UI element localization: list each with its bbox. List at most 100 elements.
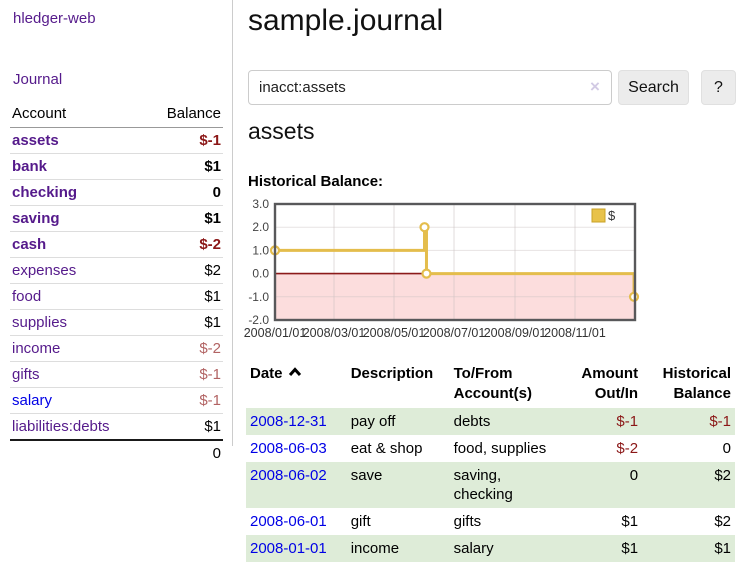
accounts-header-balance: Balance: [145, 102, 223, 128]
register-accounts-cell: salary: [453, 540, 494, 557]
svg-text:0.0: 0.0: [252, 267, 269, 281]
register-date-cell: 2008-06-01: [246, 508, 347, 535]
register-table: Date Description To/From Account(s) Amoun…: [246, 362, 735, 562]
register-description-cell: save: [350, 467, 383, 484]
account-link[interactable]: gifts: [12, 366, 40, 383]
chevron-up-icon: [288, 367, 301, 377]
account-balance: $-1: [145, 127, 223, 154]
register-header-row: Date Description To/From Account(s) Amoun…: [246, 362, 735, 408]
register-row[interactable]: 2008-01-01 income salary $1 $1: [246, 535, 735, 562]
account-balance: $2: [145, 257, 223, 284]
account-row: supplies $1: [10, 309, 223, 336]
account-balance: $-2: [145, 231, 223, 258]
sidebar-item-journal[interactable]: Journal: [13, 71, 63, 88]
register-description-cell: income: [350, 540, 400, 557]
svg-text:3.0: 3.0: [252, 197, 269, 211]
transaction-date-link[interactable]: 2008-06-03: [250, 440, 327, 457]
search-button[interactable]: Search: [618, 70, 689, 105]
register-description-cell: eat & shop: [350, 440, 423, 457]
account-row: saving $1: [10, 205, 223, 232]
account-balance: $-1: [145, 387, 223, 414]
account-link[interactable]: supplies: [12, 314, 68, 331]
account-row: gifts $-1: [10, 361, 223, 388]
svg-text:1.0: 1.0: [252, 243, 269, 257]
register-description-cell: pay off: [350, 413, 396, 430]
account-balance: $-1: [145, 361, 223, 388]
register-amount-cell: $1: [621, 513, 639, 530]
app-brand-link[interactable]: hledger-web: [13, 10, 96, 27]
transaction-date-link[interactable]: 2008-06-01: [250, 513, 327, 530]
account-link[interactable]: saving: [12, 210, 60, 227]
accounts-header-account: Account: [10, 102, 146, 128]
account-heading: assets: [248, 118, 315, 144]
register-amount-cell: $1: [621, 540, 639, 557]
clear-search-icon[interactable]: ×: [590, 77, 600, 96]
account-row: checking 0: [10, 179, 223, 206]
svg-text:2008/11/01: 2008/11/01: [544, 326, 606, 340]
account-link[interactable]: checking: [12, 184, 78, 201]
register-accounts-cell: debts: [453, 413, 491, 430]
register-balance-cell: $2: [714, 467, 731, 484]
account-balance: $1: [145, 153, 223, 180]
register-balance-cell: $-1: [709, 413, 731, 430]
svg-text:2008/03/01: 2008/03/01: [303, 326, 366, 340]
account-row: expenses $2: [10, 257, 223, 284]
svg-text:2008/07/01: 2008/07/01: [423, 326, 486, 340]
transaction-date-link[interactable]: 2008-01-01: [250, 540, 327, 557]
account-link[interactable]: income: [12, 340, 61, 357]
account-link[interactable]: food: [12, 288, 42, 305]
svg-text:2008/01/01: 2008/01/01: [244, 326, 307, 340]
account-link[interactable]: cash: [12, 236, 47, 253]
transaction-date-link[interactable]: 2008-12-31: [250, 413, 327, 430]
register-amount-cell: $-2: [616, 440, 639, 457]
register-header-balance: Historical Balance: [662, 365, 731, 402]
main-content: sample.journal × Search ? assets Histori…: [244, 0, 742, 582]
account-row: liabilities:debts $1: [10, 413, 223, 441]
register-accounts-cell: saving, checking: [453, 467, 513, 503]
sidebar: hledger-web Journal Account Balance asse…: [0, 0, 233, 466]
account-balance: $1: [145, 413, 223, 441]
register-balance-cell: $1: [714, 540, 731, 557]
register-row[interactable]: 2008-06-03 eat & shop food, supplies $-2 0: [246, 435, 735, 462]
svg-text:2008/09/01: 2008/09/01: [484, 326, 547, 340]
account-balance: $1: [145, 205, 223, 232]
register-header-description: Description: [350, 365, 434, 382]
register-accounts-cell: food, supplies: [453, 440, 547, 457]
chart-title: Historical Balance:: [248, 173, 384, 190]
register-amount-cell: 0: [629, 467, 639, 484]
register-balance-cell: $2: [714, 513, 731, 530]
account-row: assets $-1: [10, 127, 223, 154]
register-row[interactable]: 2008-06-02 save saving, checking 0 $2: [246, 462, 735, 508]
register-accounts-cell: gifts: [453, 513, 482, 530]
search-form: × Search ?: [248, 70, 742, 105]
account-balance: $-2: [145, 335, 223, 362]
register-description-cell: gift: [350, 513, 371, 530]
register-date-cell: 2008-06-02: [246, 462, 347, 508]
account-link[interactable]: expenses: [12, 262, 77, 279]
account-link[interactable]: liabilities:debts: [12, 418, 110, 435]
transaction-date-link[interactable]: 2008-06-02: [250, 467, 327, 484]
account-row: income $-2: [10, 335, 223, 362]
register-balance-cell: 0: [722, 440, 731, 457]
register-header-amount: Amount Out/In: [581, 365, 639, 402]
register-row[interactable]: 2008-06-01 gift gifts $1 $2: [246, 508, 735, 535]
accounts-total: 0: [145, 439, 223, 466]
register-date-cell: 2008-06-03: [246, 435, 347, 462]
svg-text:-2.0: -2.0: [248, 313, 269, 327]
account-row: bank $1: [10, 153, 223, 180]
register-amount-cell: $-1: [616, 413, 639, 430]
account-row: cash $-2: [10, 231, 223, 258]
help-button[interactable]: ?: [701, 70, 736, 105]
account-link[interactable]: bank: [12, 158, 48, 175]
account-balance: $1: [145, 309, 223, 336]
accounts-total-row: 0: [10, 439, 223, 466]
account-link[interactable]: salary: [12, 392, 53, 409]
register-row[interactable]: 2008-12-31 pay off debts $-1 $-1: [246, 408, 735, 435]
accounts-header-row: Account Balance: [10, 102, 223, 128]
register-header-date[interactable]: Date: [246, 362, 347, 408]
register-date-cell: 2008-12-31: [246, 408, 347, 435]
account-link[interactable]: assets: [12, 132, 59, 149]
search-input[interactable]: [248, 70, 612, 105]
svg-text:2008/05/01: 2008/05/01: [363, 326, 426, 340]
